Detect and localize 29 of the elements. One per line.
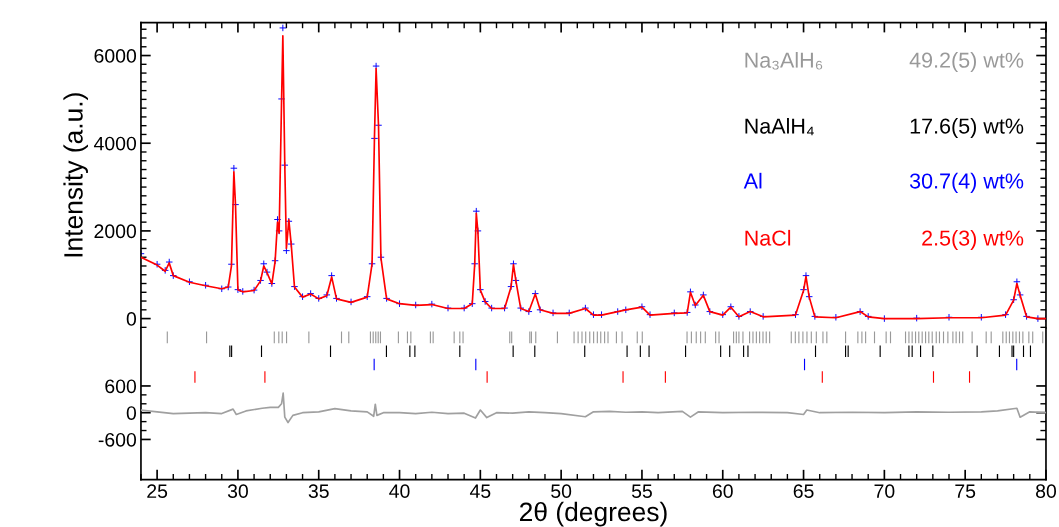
x-tick-label: 60 bbox=[712, 484, 733, 499]
annotation: 30.7(4) wt% bbox=[909, 172, 1024, 193]
annotation: 2.5(3) wt% bbox=[922, 229, 1024, 250]
y-tick-label: -600 bbox=[98, 432, 137, 447]
x-tick-label: 55 bbox=[631, 484, 652, 499]
x-tick-label: 40 bbox=[389, 484, 410, 499]
x-tick-label: 50 bbox=[551, 484, 572, 499]
x-axis-title: 2θ (degrees) bbox=[519, 501, 667, 527]
y-tick-label: 0 bbox=[126, 406, 137, 420]
x-tick-label: 30 bbox=[227, 484, 248, 499]
x-tick-label: 35 bbox=[308, 484, 329, 499]
y-tick-label: 2000 bbox=[94, 224, 137, 239]
x-tick-label: 65 bbox=[793, 484, 814, 499]
x-tick-label: 80 bbox=[1036, 484, 1057, 499]
x-tick-label: 25 bbox=[147, 484, 168, 499]
x-tick-label: 45 bbox=[469, 484, 491, 499]
y-tick-label: 6000 bbox=[94, 49, 137, 63]
y-tick-label: 600 bbox=[105, 379, 137, 394]
annotation: 17.6(5) wt% bbox=[910, 117, 1024, 138]
y-axis-title: Intensity (a.u.) bbox=[63, 93, 88, 257]
y-tick-label: 4000 bbox=[93, 136, 137, 151]
annotation: NaAlH₄ bbox=[745, 117, 814, 136]
x-tick-label: 75 bbox=[955, 484, 976, 499]
annotation: Na₃AlH₆ bbox=[745, 51, 823, 70]
annotation: NaCl bbox=[745, 229, 791, 246]
annotation: Al bbox=[743, 172, 762, 189]
annotation: 49.2(5) wt% bbox=[909, 51, 1024, 73]
x-tick-label: 70 bbox=[874, 484, 895, 499]
y-tick-label: 0 bbox=[126, 312, 137, 326]
